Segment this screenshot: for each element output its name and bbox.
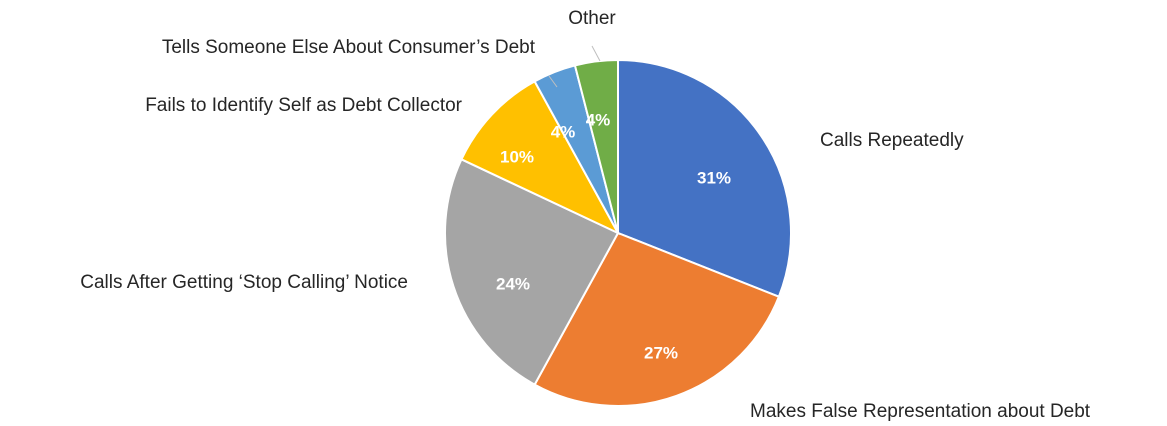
percent-label-fails-to-identify: 10% xyxy=(500,147,534,166)
percent-label-stop-calling-notice: 24% xyxy=(496,274,530,293)
pie-slice-calls-repeatedly xyxy=(617,58,792,298)
category-label-other: Other xyxy=(568,8,616,29)
percent-label-calls-repeatedly: 31% xyxy=(697,168,731,187)
percent-label-other: 4% xyxy=(586,110,611,129)
percent-labels: 31% 27% 24% 10% 4% 4% xyxy=(496,110,731,362)
leader-lines xyxy=(548,45,601,88)
pie-slice-fails-to-identify xyxy=(460,80,621,236)
leader-line-tells-someone-else xyxy=(548,75,558,88)
category-label-fails-to-identify: Fails to Identify Self as Debt Collector xyxy=(145,95,462,116)
pie-slice-false-representation xyxy=(533,231,781,407)
leader-line-other xyxy=(591,45,601,62)
category-label-tells-someone-else: Tells Someone Else About Consumer’s Debt xyxy=(162,37,536,58)
category-label-false-representation: Makes False Representation about Debt xyxy=(750,401,1091,422)
category-labels: Calls Repeatedly Makes False Representati… xyxy=(80,8,1091,422)
category-label-stop-calling-notice: Calls After Getting ‘Stop Calling’ Notic… xyxy=(80,272,408,293)
percent-label-tells-someone-else: 4% xyxy=(551,122,576,141)
pie-slice-other xyxy=(573,58,619,234)
category-label-calls-repeatedly: Calls Repeatedly xyxy=(820,130,964,151)
pie-slice-stop-calling-notice xyxy=(443,158,620,386)
pie-slices xyxy=(443,58,792,407)
percent-label-false-representation: 27% xyxy=(644,343,678,362)
